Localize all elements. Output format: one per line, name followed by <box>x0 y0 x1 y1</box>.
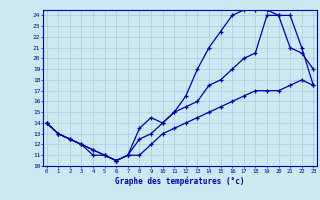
X-axis label: Graphe des températures (°c): Graphe des températures (°c) <box>115 177 245 186</box>
